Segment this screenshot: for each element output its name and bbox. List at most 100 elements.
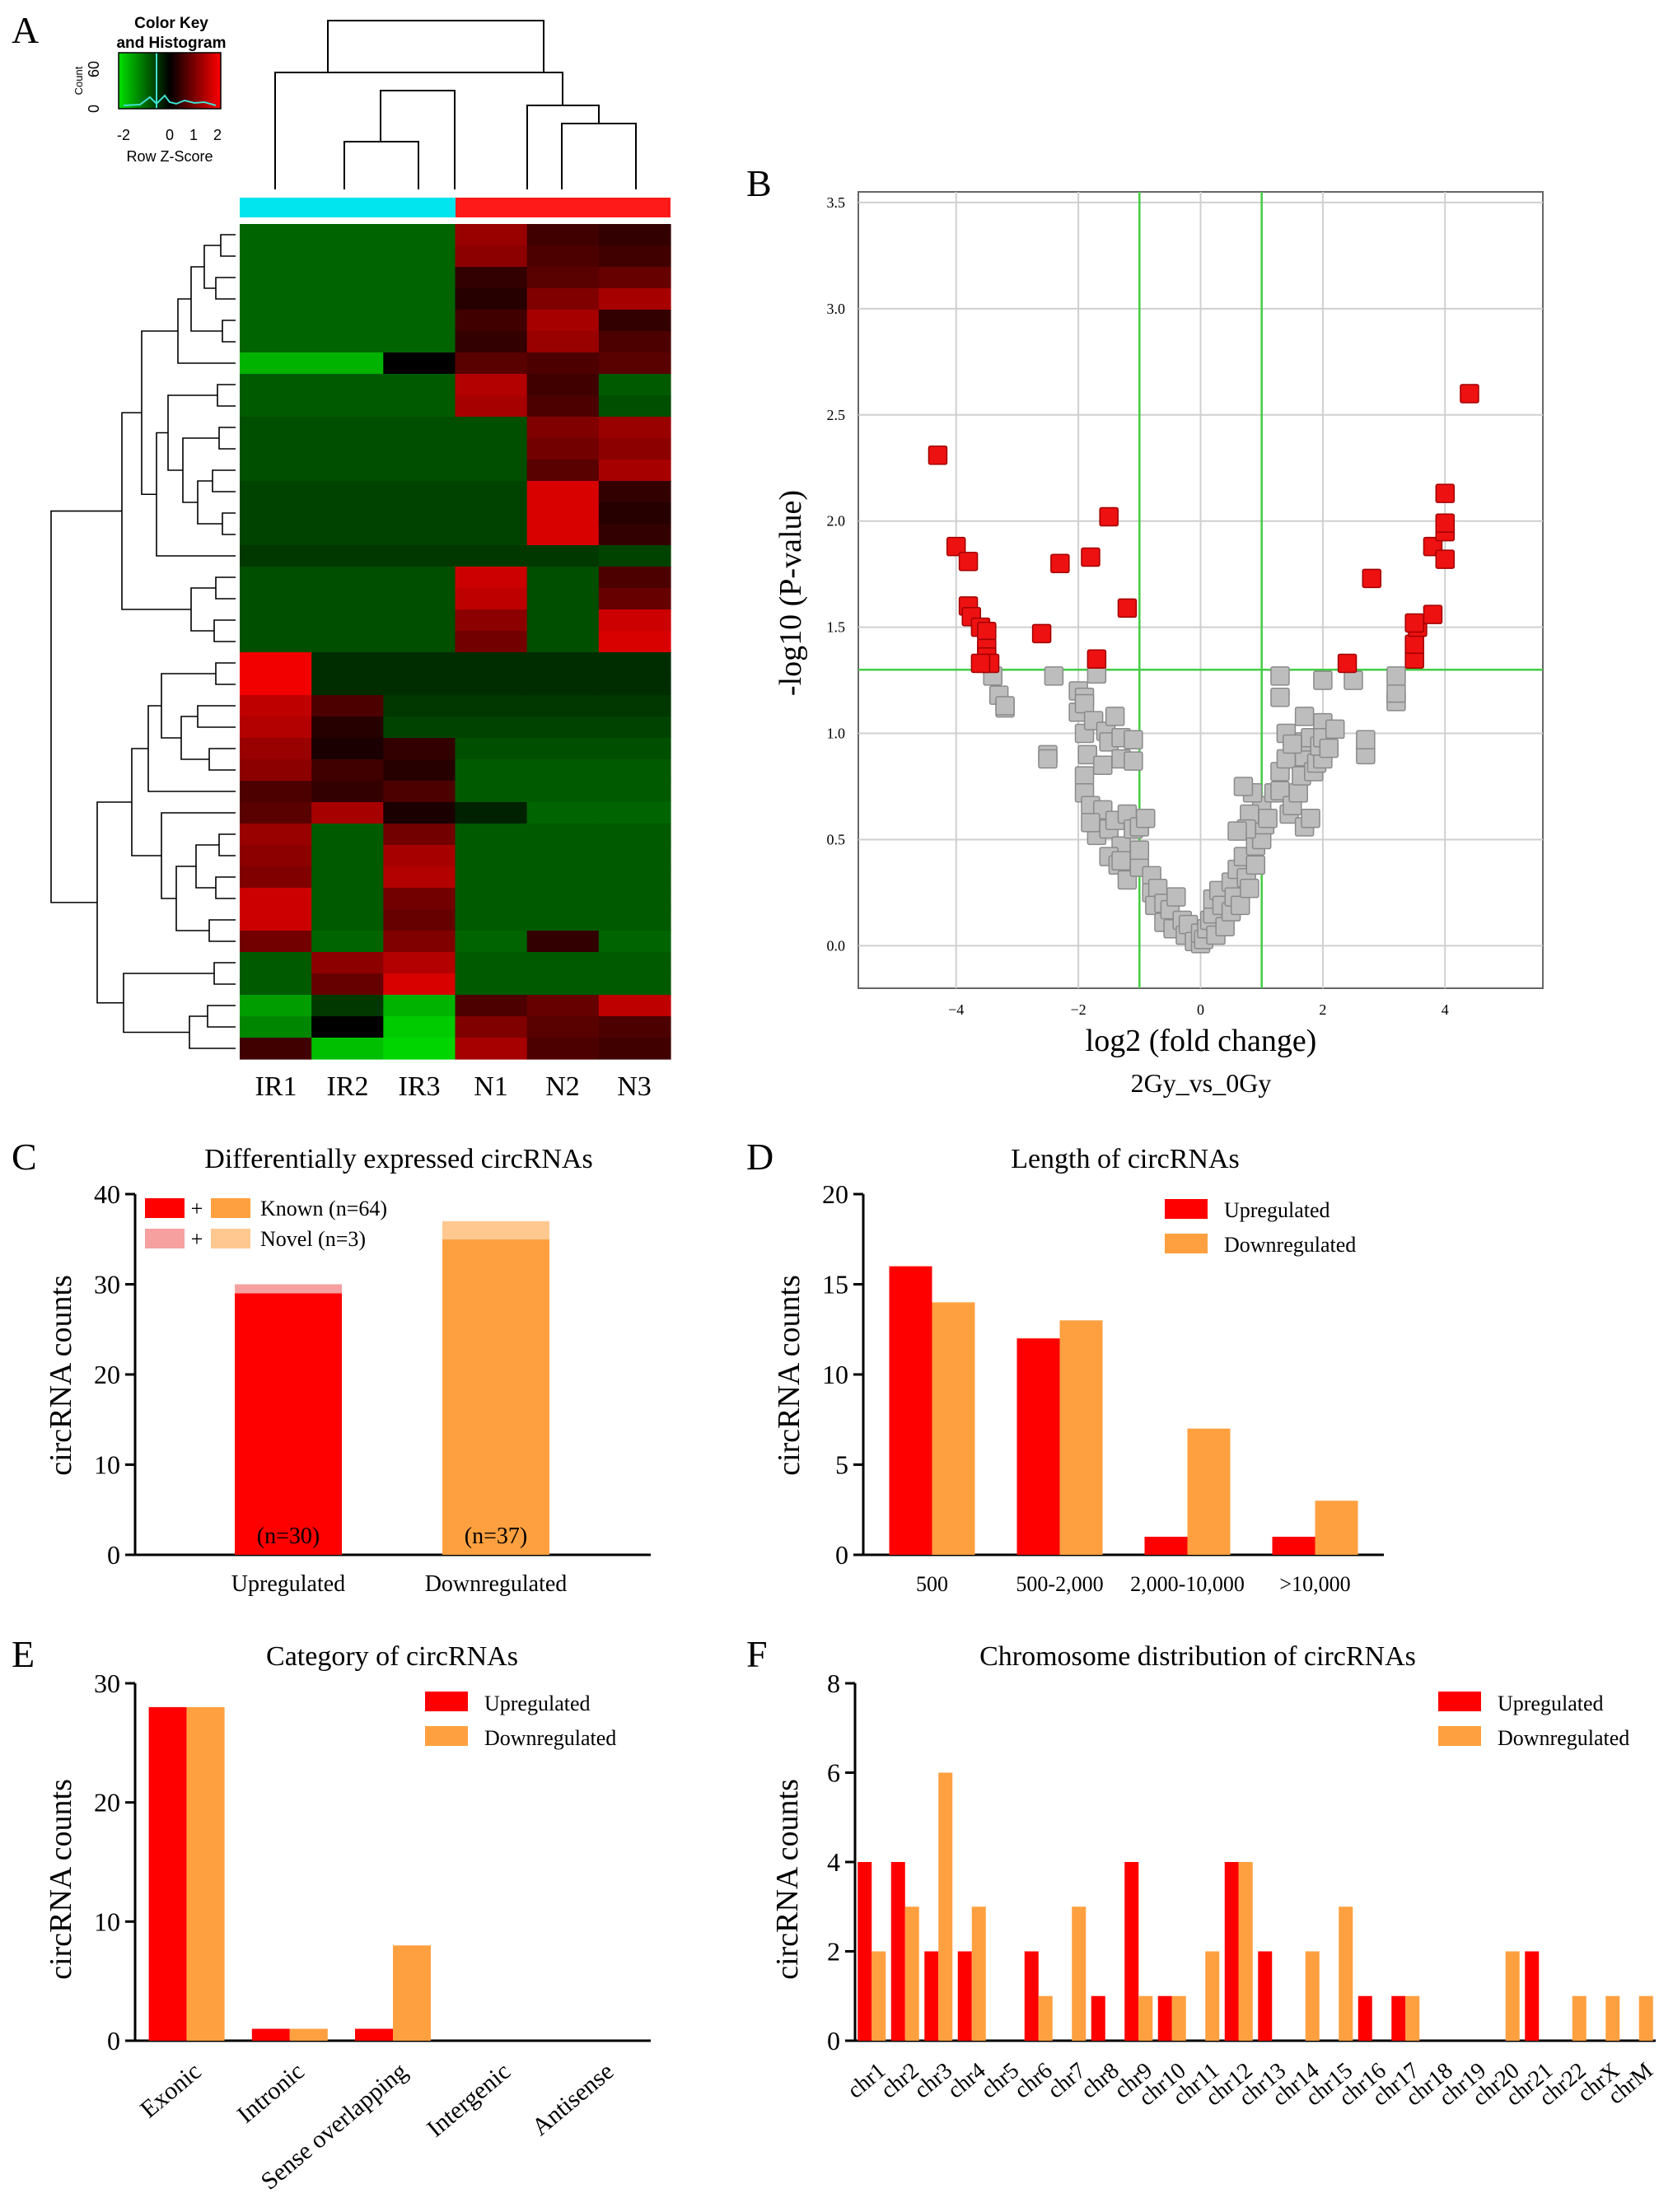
bar-downregulated bbox=[1605, 1995, 1620, 2041]
panel-c-plot: 0 10 20 30 40 (n=30) Upregulated (n=37) Downregu… bbox=[94, 1179, 651, 1597]
heatmap-cell bbox=[526, 845, 600, 867]
heatmap-cell bbox=[598, 1038, 671, 1060]
heatmap-cell bbox=[383, 716, 456, 739]
heatmap-cell bbox=[598, 310, 671, 332]
volcano-point-sig bbox=[1050, 553, 1070, 574]
heatmap-cell bbox=[455, 781, 528, 803]
panel-f-ylabel: circRNA counts bbox=[770, 1779, 805, 1980]
volcano-point-sig bbox=[946, 536, 966, 557]
color-key-title-line1: Color Key bbox=[134, 15, 208, 32]
color-key-histogram-line bbox=[123, 94, 217, 106]
heatmap-cell bbox=[240, 973, 312, 996]
heatmap-cell bbox=[526, 674, 600, 696]
heatmap-cell bbox=[598, 802, 671, 824]
heatmap-cell bbox=[526, 224, 600, 246]
legend-plus: + bbox=[191, 1227, 203, 1251]
bar-upregulated bbox=[890, 1862, 905, 2041]
heatmap-cell bbox=[240, 331, 312, 353]
heatmap-cell bbox=[526, 374, 600, 396]
color-key-frame bbox=[118, 52, 222, 110]
panel-e-letter: E bbox=[12, 1633, 35, 1675]
bar-upregulated bbox=[1258, 1951, 1273, 2041]
bar-upregulated bbox=[1144, 1537, 1188, 1555]
bar-upregulated bbox=[1224, 1862, 1239, 2041]
heatmap-cell bbox=[455, 224, 528, 246]
volcano-point-ns bbox=[1227, 821, 1247, 841]
dendrogram-branch bbox=[222, 512, 236, 535]
heatmap-cell bbox=[311, 652, 384, 674]
heatmap-cell bbox=[526, 952, 600, 974]
bar-upregulated bbox=[924, 1951, 939, 2041]
panel-c-bar: C Differentially expressed circRNAs circ… bbox=[12, 1136, 651, 1597]
heatmap-cell bbox=[598, 417, 671, 439]
heatmap-cell bbox=[240, 417, 312, 439]
heatmap-cell bbox=[311, 545, 384, 567]
panel-e-ylabel: circRNA counts bbox=[44, 1779, 78, 1980]
heatmap-cell bbox=[383, 824, 456, 846]
heatmap-cell bbox=[526, 438, 600, 460]
heatmap-cell bbox=[311, 395, 384, 418]
heatmap-cell bbox=[240, 802, 312, 824]
heatmap-cell bbox=[240, 1038, 312, 1060]
volcano-point-ns bbox=[1077, 744, 1097, 765]
y-tick-label: 20 bbox=[822, 1179, 848, 1209]
volcano-point-sig bbox=[1404, 613, 1424, 633]
volcano-point-ns bbox=[1270, 687, 1290, 707]
legend-novel-label: Novel (n=3) bbox=[260, 1227, 366, 1251]
volcano-point-ns bbox=[1294, 707, 1315, 726]
bar-upregulated bbox=[1157, 1995, 1172, 2041]
bar-upregulated bbox=[1525, 1951, 1540, 2041]
heatmap-cell bbox=[383, 288, 456, 310]
color-key-ytick-0: 0 bbox=[86, 105, 102, 113]
color-key: Color Key and Histogram Count 0 60 -2 0 … bbox=[72, 15, 227, 165]
heatmap-cell bbox=[455, 267, 528, 289]
heatmap-cell bbox=[240, 588, 312, 610]
bar-downregulated bbox=[1405, 1995, 1420, 2041]
volcano-point-sig bbox=[1031, 623, 1052, 644]
volcano-xtick-label: 4 bbox=[1442, 1001, 1449, 1018]
heatmap-cell bbox=[383, 224, 456, 246]
bar-downregulated bbox=[1187, 1428, 1231, 1555]
volcano-point-ns bbox=[1124, 751, 1143, 771]
dendrogram-branch bbox=[96, 801, 132, 1004]
volcano-xtick-label: −2 bbox=[1071, 1001, 1087, 1018]
dendrogram-branch bbox=[208, 919, 236, 942]
panel-c-letter: C bbox=[12, 1136, 37, 1178]
heatmap-cell bbox=[311, 674, 384, 696]
heatmap-cell bbox=[240, 738, 312, 760]
heatmap-cell bbox=[311, 609, 384, 632]
heatmap-cell bbox=[455, 995, 528, 1017]
heatmap-cell bbox=[598, 245, 671, 268]
heatmap-cell bbox=[526, 1016, 600, 1038]
legend-known-label: Known (n=64) bbox=[260, 1197, 387, 1220]
heatmap-cell bbox=[240, 567, 312, 589]
volcano-ytick-label: 0.5 bbox=[827, 831, 846, 847]
sample-label: IR1 bbox=[255, 1071, 297, 1102]
heatmap-cell bbox=[526, 738, 600, 760]
dendrogram-branch bbox=[218, 833, 236, 856]
heatmap-cell bbox=[383, 695, 456, 717]
volcano-point-sig bbox=[1435, 549, 1456, 569]
heatmap-cell bbox=[383, 995, 456, 1017]
heatmap-cell bbox=[598, 331, 671, 353]
volcano-point-ns bbox=[1105, 707, 1125, 726]
heatmap-cell bbox=[240, 631, 312, 653]
dendrogram-branch bbox=[123, 973, 214, 1034]
heatmap-cell bbox=[383, 738, 456, 760]
y-tick-label: 40 bbox=[94, 1179, 120, 1209]
dendrogram-branch bbox=[167, 394, 217, 471]
heatmap-cell bbox=[526, 460, 600, 482]
volcano-point-sig bbox=[1435, 513, 1456, 534]
heatmap-cell bbox=[240, 888, 312, 910]
sample-label: N3 bbox=[617, 1071, 652, 1102]
heatmap-cell bbox=[526, 866, 600, 889]
heatmap-cell bbox=[383, 567, 456, 589]
dendrogram-branch bbox=[215, 576, 236, 600]
heatmap-cell bbox=[240, 824, 312, 846]
bar-novel bbox=[235, 1284, 342, 1294]
volcano-point-ns bbox=[1230, 895, 1250, 916]
bar-downregulated bbox=[1315, 1500, 1358, 1555]
heatmap-cell bbox=[383, 652, 456, 674]
panel-c-legend: + Known (n=64) + Novel (n=3) bbox=[145, 1197, 387, 1251]
